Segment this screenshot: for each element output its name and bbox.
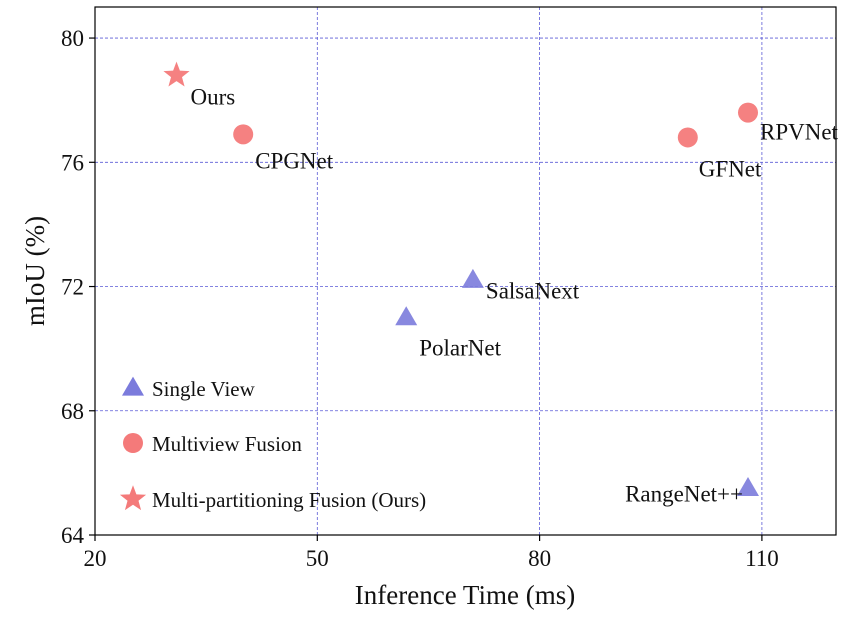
triangle-marker-rangenet	[737, 477, 759, 497]
y-tick-label: 72	[61, 275, 84, 300]
triangle-marker-salsanext	[461, 268, 484, 288]
plot-frame	[94, 6, 837, 536]
point-label-gfnet: GFNet	[699, 156, 762, 181]
legend-triangle-marker	[122, 376, 144, 396]
x-tick-label: 50	[306, 546, 329, 571]
legend-label-0: Single View	[152, 377, 256, 401]
triangle-marker-polarnet	[395, 306, 418, 326]
x-tick-label: 110	[745, 546, 779, 571]
x-axis-title: Inference Time (ms)	[355, 580, 575, 610]
point-label-rangenet: RangeNet++	[625, 481, 743, 506]
x-tick-label: 80	[528, 546, 551, 571]
y-tick-label: 76	[61, 150, 84, 175]
y-tick-label: 64	[61, 523, 85, 548]
point-label-cpgnet: CPGNet	[255, 148, 334, 173]
x-tick-label: 20	[84, 546, 107, 571]
y-tick-label: 68	[61, 399, 84, 424]
y-axis-title: mIoU (%)	[20, 216, 50, 326]
point-label-ours: Ours	[191, 84, 236, 109]
circle-marker-cpgnet	[233, 124, 254, 145]
data-points	[163, 61, 759, 497]
legend-circle-marker	[123, 433, 143, 453]
point-label-rpvnet: RPVNet	[760, 120, 839, 145]
legend-label-1: Multiview Fusion	[152, 432, 302, 456]
y-tick-label: 80	[61, 26, 84, 51]
circle-marker-rpvnet	[738, 102, 758, 123]
axis-ticks: 20 50 80 110 64 68 72 76 80	[61, 26, 779, 571]
legend-label-2: Multi-partitioning Fusion (Ours)	[152, 488, 426, 512]
star-marker-ours	[163, 61, 190, 87]
legend-star-marker	[119, 485, 147, 511]
legend: Single View Multiview Fusion Multi-partiti…	[119, 376, 426, 512]
point-label-salsanext: SalsaNext	[486, 278, 580, 303]
point-label-polarnet: PolarNet	[419, 336, 501, 361]
circle-marker-gfnet	[677, 127, 698, 148]
point-labels: SalsaNext PolarNet RangeNet++ CPGNet GFNet RP…	[191, 84, 839, 506]
